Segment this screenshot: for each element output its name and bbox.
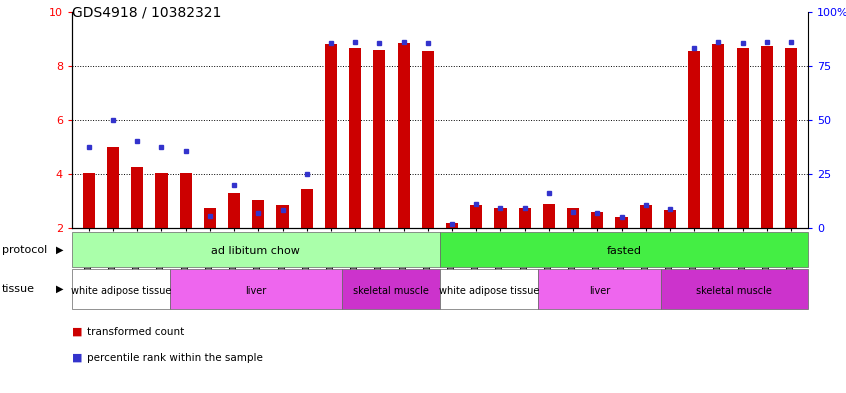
Bar: [422, 51, 434, 228]
Text: GDS4918 / 10382321: GDS4918 / 10382321: [72, 6, 222, 20]
Bar: [661, 269, 808, 309]
Text: ■: ■: [72, 353, 82, 363]
Bar: [664, 210, 676, 228]
Text: protocol: protocol: [2, 244, 47, 255]
Bar: [398, 43, 409, 228]
Bar: [737, 48, 749, 228]
Bar: [349, 48, 361, 228]
Text: white adipose tissue: white adipose tissue: [439, 286, 539, 296]
Bar: [712, 44, 724, 228]
Bar: [252, 200, 265, 228]
Bar: [170, 269, 342, 309]
Text: transformed count: transformed count: [87, 327, 184, 337]
Text: ■: ■: [72, 327, 82, 337]
Bar: [538, 269, 661, 309]
Bar: [204, 208, 216, 228]
Bar: [446, 222, 458, 228]
Bar: [325, 44, 337, 228]
Bar: [179, 173, 192, 228]
Text: skeletal muscle: skeletal muscle: [353, 286, 429, 296]
Text: percentile rank within the sample: percentile rank within the sample: [87, 353, 263, 363]
Bar: [688, 51, 700, 228]
Text: skeletal muscle: skeletal muscle: [696, 286, 772, 296]
Bar: [72, 269, 170, 309]
Bar: [277, 205, 288, 228]
Bar: [342, 269, 440, 309]
Bar: [107, 147, 119, 228]
Bar: [591, 212, 603, 228]
Bar: [83, 173, 95, 228]
Bar: [72, 232, 440, 267]
Bar: [519, 208, 530, 228]
Text: ▶: ▶: [56, 244, 63, 255]
Bar: [131, 167, 143, 228]
Bar: [440, 269, 538, 309]
Bar: [785, 48, 797, 228]
Bar: [373, 50, 386, 228]
Bar: [156, 173, 168, 228]
Text: white adipose tissue: white adipose tissue: [71, 286, 171, 296]
Bar: [761, 46, 773, 228]
Text: ▶: ▶: [56, 284, 63, 294]
Bar: [543, 204, 555, 228]
Text: ad libitum chow: ad libitum chow: [212, 246, 300, 256]
Bar: [494, 208, 507, 228]
Bar: [567, 208, 580, 228]
Text: tissue: tissue: [2, 284, 35, 294]
Bar: [440, 232, 808, 267]
Text: fasted: fasted: [607, 246, 641, 256]
Bar: [470, 205, 482, 228]
Bar: [640, 205, 651, 228]
Bar: [615, 217, 628, 228]
Text: liver: liver: [245, 286, 266, 296]
Text: liver: liver: [589, 286, 610, 296]
Bar: [300, 189, 313, 228]
Bar: [228, 193, 240, 228]
